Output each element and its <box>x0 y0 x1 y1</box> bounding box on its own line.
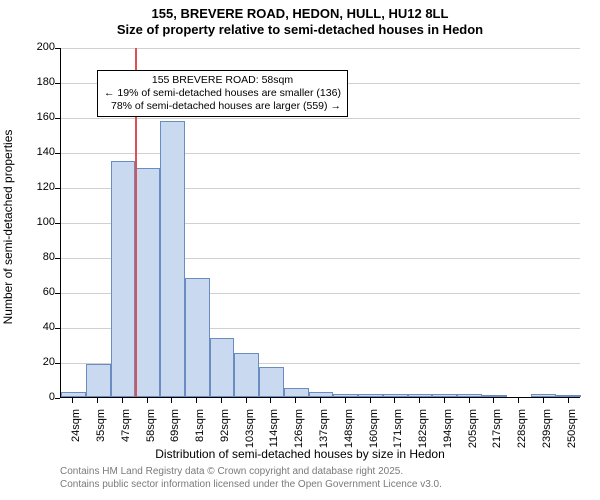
y-tick-mark <box>55 398 60 399</box>
histogram-bar <box>61 392 86 397</box>
x-tick-mark <box>196 398 197 403</box>
x-tick-mark <box>97 398 98 403</box>
histogram-bar <box>358 394 383 398</box>
grid-line <box>61 153 580 154</box>
grid-line <box>61 118 580 119</box>
x-tick-mark <box>444 398 445 403</box>
y-tick-label: 100 <box>15 216 55 228</box>
x-tick-mark <box>147 398 148 403</box>
chart-container: 155, BREVERE ROAD, HEDON, HULL, HU12 8LL… <box>0 0 600 500</box>
y-tick-label: 80 <box>15 251 55 263</box>
histogram-bar <box>482 395 507 397</box>
x-tick-mark <box>518 398 519 403</box>
histogram-bar <box>111 161 136 397</box>
y-tick-label: 180 <box>15 76 55 88</box>
histogram-bar <box>210 338 235 398</box>
y-tick-label: 60 <box>15 286 55 298</box>
histogram-bar <box>432 394 457 398</box>
y-tick-label: 160 <box>15 111 55 123</box>
plot-area: 155 BREVERE ROAD: 58sqm ← 19% of semi-de… <box>60 48 580 398</box>
histogram-bar <box>135 168 160 397</box>
x-tick-mark <box>72 398 73 403</box>
footer-line1: Contains HM Land Registry data © Crown c… <box>60 465 442 478</box>
footer-attribution: Contains HM Land Registry data © Crown c… <box>60 465 442 491</box>
x-tick-mark <box>246 398 247 403</box>
histogram-bar <box>457 394 482 398</box>
histogram-bar <box>309 392 334 397</box>
x-tick-mark <box>270 398 271 403</box>
x-tick-mark <box>345 398 346 403</box>
histogram-bar <box>234 353 259 397</box>
chart-title-line2: Size of property relative to semi-detach… <box>0 22 600 37</box>
x-tick-mark <box>394 398 395 403</box>
histogram-bar <box>284 388 309 397</box>
x-tick-mark <box>122 398 123 403</box>
x-tick-mark <box>543 398 544 403</box>
histogram-bar <box>408 394 433 398</box>
y-axis-label: Number of semi-detached properties <box>1 130 15 325</box>
y-tick-label: 120 <box>15 181 55 193</box>
y-tick-label: 0 <box>15 391 55 403</box>
x-tick-mark <box>370 398 371 403</box>
histogram-bar <box>383 394 408 398</box>
x-tick-mark <box>221 398 222 403</box>
x-tick-mark <box>171 398 172 403</box>
annotation-line1: 155 BREVERE ROAD: 58sqm <box>104 74 341 87</box>
y-tick-label: 200 <box>15 41 55 53</box>
annotation-line2: ← 19% of semi-detached houses are smalle… <box>104 87 341 100</box>
x-tick-mark <box>295 398 296 403</box>
y-tick-label: 20 <box>15 356 55 368</box>
x-tick-mark <box>568 398 569 403</box>
footer-line2: Contains public sector information licen… <box>60 478 442 491</box>
y-tick-label: 140 <box>15 146 55 158</box>
x-tick-mark <box>320 398 321 403</box>
histogram-bar <box>556 395 581 397</box>
x-tick-mark <box>469 398 470 403</box>
x-tick-mark <box>419 398 420 403</box>
histogram-bar <box>531 394 556 398</box>
annotation-box: 155 BREVERE ROAD: 58sqm ← 19% of semi-de… <box>97 70 348 117</box>
grid-line <box>61 48 580 49</box>
x-tick-mark <box>493 398 494 403</box>
x-axis-label: Distribution of semi-detached houses by … <box>0 447 600 461</box>
histogram-bar <box>333 394 358 398</box>
histogram-bar <box>259 367 284 397</box>
histogram-bar <box>86 364 111 397</box>
histogram-bar <box>185 278 210 397</box>
annotation-line3: 78% of semi-detached houses are larger (… <box>104 100 341 113</box>
histogram-bar <box>160 121 185 398</box>
chart-title-line1: 155, BREVERE ROAD, HEDON, HULL, HU12 8LL <box>0 6 600 21</box>
y-tick-label: 40 <box>15 321 55 333</box>
